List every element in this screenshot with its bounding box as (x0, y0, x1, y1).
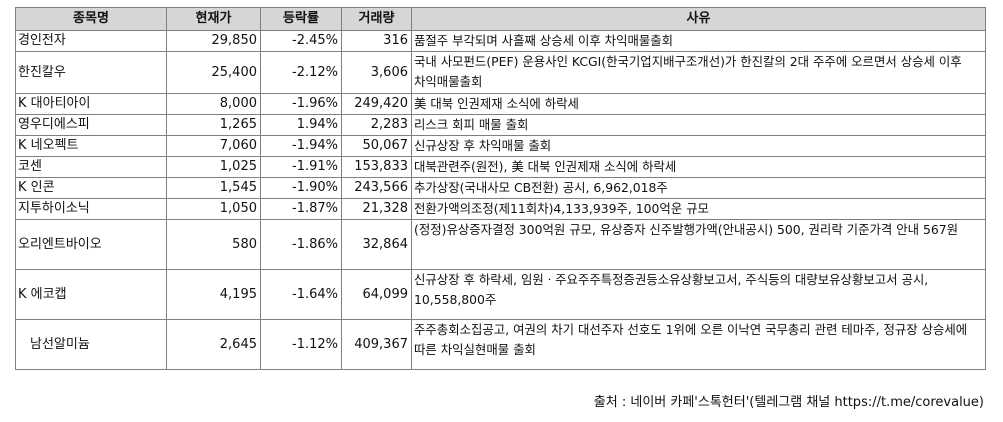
price-cell: 1,050 (166, 198, 261, 220)
volume-cell: 50,067 (341, 135, 412, 157)
reason-cell: 대북관련주(원전), 美 대북 인권제재 소식에 하락세 (411, 156, 986, 178)
table-row: K 인콘 1,545 -1.90% 243,566 추가상장(국내사모 CB전환… (15, 177, 986, 199)
change-cell: -1.94% (260, 135, 342, 157)
reason-cell: 리스크 회피 매물 출회 (411, 114, 986, 136)
reason-cell: 추가상장(국내사모 CB전환) 공시, 6,962,018주 (411, 177, 986, 199)
table-row: 영우디에스피 1,265 1.94% 2,283 리스크 회피 매물 출회 (15, 114, 986, 136)
change-cell: -1.91% (260, 156, 342, 178)
volume-cell: 409,367 (341, 319, 412, 370)
price-cell: 8,000 (166, 93, 261, 115)
source-note: 출처 : 네이버 카페'스톡헌터'(텔레그램 채널 https://t.me/c… (593, 395, 984, 410)
reason-cell: 주주총회소집공고, 여권의 차기 대선주자 선호도 1위에 오른 이낙연 국무총… (411, 319, 986, 370)
table-header-row: 종목명 현재가 등락률 거래량 사유 (15, 7, 986, 31)
volume-cell: 243,566 (341, 177, 412, 199)
stock-name-cell: 한진칼우 (15, 51, 167, 94)
stock-name-cell: 코센 (15, 156, 167, 178)
reason-cell: (정정)유상증자결정 300억원 규모, 유상증자 신주발행가액(안내공시) 5… (411, 219, 986, 270)
reason-cell: 전환가액의조정(제11회차)4,133,939주, 100억운 규모 (411, 198, 986, 220)
volume-cell: 64,099 (341, 269, 412, 320)
price-cell: 1,265 (166, 114, 261, 136)
stock-name-cell: K 대아티아이 (15, 93, 167, 115)
table-row: 남선알미늄 2,645 -1.12% 409,367 주주총회소집공고, 여권의… (15, 319, 986, 370)
falling-stocks-table: 종목명 현재가 등락률 거래량 사유 경인전자 29,850 -2.45% 31… (15, 7, 986, 370)
stock-name-cell: K 네오펙트 (15, 135, 167, 157)
change-cell: -1.87% (260, 198, 342, 220)
stock-name-cell: 남선알미늄 (15, 319, 167, 370)
price-cell: 2,645 (166, 319, 261, 370)
table-row: 경인전자 29,850 -2.45% 316 품절주 부각되며 사흘째 상승세 … (15, 30, 986, 52)
stock-table-container: 종목명 현재가 등락률 거래량 사유 경인전자 29,850 -2.45% 31… (15, 7, 986, 370)
volume-cell: 249,420 (341, 93, 412, 115)
table-row: 한진칼우 25,400 -2.12% 3,606 국내 사모펀드(PEF) 운용… (15, 51, 986, 94)
stock-name-cell: 영우디에스피 (15, 114, 167, 136)
change-cell: -1.86% (260, 219, 342, 270)
change-cell: -1.90% (260, 177, 342, 199)
header-volume: 거래량 (341, 7, 412, 31)
change-cell: 1.94% (260, 114, 342, 136)
volume-cell: 21,328 (341, 198, 412, 220)
price-cell: 1,025 (166, 156, 261, 178)
price-cell: 25,400 (166, 51, 261, 94)
stock-name-cell: 오리엔트바이오 (15, 219, 167, 270)
volume-cell: 153,833 (341, 156, 412, 178)
change-cell: -1.96% (260, 93, 342, 115)
reason-cell: 국내 사모펀드(PEF) 운용사인 KCGI(한국기업지배구조개선)가 한진칼의… (411, 51, 986, 94)
table-row: 오리엔트바이오 580 -1.86% 32,864 (정정)유상증자결정 300… (15, 219, 986, 270)
reason-cell: 신규상장 후 하락세, 임원ㆍ주요주주특정증권등소유상황보고서, 주식등의 대량… (411, 269, 986, 320)
table-row: K 대아티아이 8,000 -1.96% 249,420 美 대북 인권제재 소… (15, 93, 986, 115)
price-cell: 7,060 (166, 135, 261, 157)
price-cell: 580 (166, 219, 261, 270)
price-cell: 1,545 (166, 177, 261, 199)
price-cell: 29,850 (166, 30, 261, 52)
reason-cell: 품절주 부각되며 사흘째 상승세 이후 차익매물출회 (411, 30, 986, 52)
change-cell: -2.45% (260, 30, 342, 52)
reason-cell: 신규상장 후 차익매물 출회 (411, 135, 986, 157)
header-change-rate: 등락률 (260, 7, 342, 31)
header-current-price: 현재가 (166, 7, 261, 31)
stock-name-cell: 경인전자 (15, 30, 167, 52)
table-row: K 네오펙트 7,060 -1.94% 50,067 신규상장 후 차익매물 출… (15, 135, 986, 157)
volume-cell: 316 (341, 30, 412, 52)
volume-cell: 2,283 (341, 114, 412, 136)
table-row: 코센 1,025 -1.91% 153,833 대북관련주(원전), 美 대북 … (15, 156, 986, 178)
change-cell: -1.12% (260, 319, 342, 370)
header-stock-name: 종목명 (15, 7, 167, 31)
stock-name-cell: K 인콘 (15, 177, 167, 199)
table-row: K 에코캡 4,195 -1.64% 64,099 신규상장 후 하락세, 임원… (15, 269, 986, 320)
header-reason: 사유 (411, 7, 986, 31)
stock-name-cell: K 에코캡 (15, 269, 167, 320)
reason-cell: 美 대북 인권제재 소식에 하락세 (411, 93, 986, 115)
price-cell: 4,195 (166, 269, 261, 320)
change-cell: -2.12% (260, 51, 342, 94)
change-cell: -1.64% (260, 269, 342, 320)
stock-name-cell: 지투하이소닉 (15, 198, 167, 220)
table-row: 지투하이소닉 1,050 -1.87% 21,328 전환가액의조정(제11회차… (15, 198, 986, 220)
volume-cell: 3,606 (341, 51, 412, 94)
volume-cell: 32,864 (341, 219, 412, 270)
